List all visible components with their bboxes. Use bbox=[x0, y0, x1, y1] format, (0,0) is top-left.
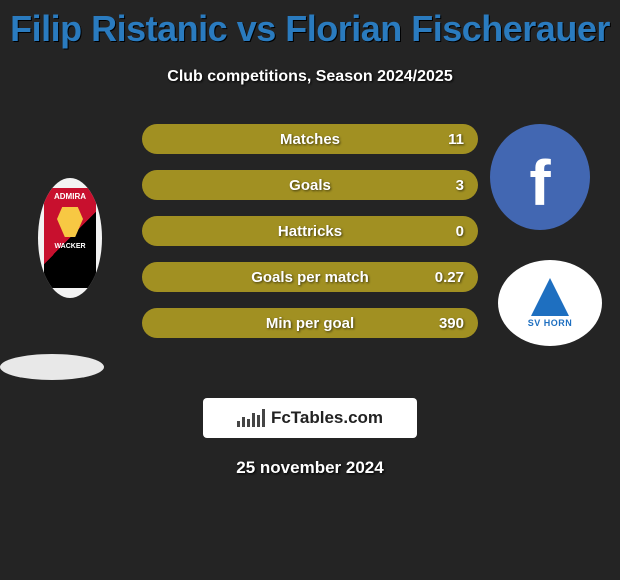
facebook-icon[interactable]: f bbox=[490, 124, 590, 230]
facebook-glyph: f bbox=[529, 146, 550, 220]
player-ellipse-left bbox=[0, 354, 104, 380]
club-badge-text-top: ADMIRA bbox=[54, 192, 86, 201]
chart-bars-icon bbox=[237, 409, 265, 427]
footer-brand-text: FcTables.com bbox=[271, 408, 383, 428]
stat-label: Goals per match bbox=[251, 269, 369, 286]
stat-value: 3 bbox=[456, 177, 464, 194]
club-badge-left: ADMIRA WACKER bbox=[38, 178, 102, 298]
stat-pill-matches: Matches 11 bbox=[142, 124, 478, 154]
subtitle: Club competitions, Season 2024/2025 bbox=[0, 68, 620, 86]
stat-label: Min per goal bbox=[266, 315, 354, 332]
stat-value: 390 bbox=[439, 315, 464, 332]
page-title: Filip Ristanic vs Florian Fischerauer bbox=[0, 0, 620, 50]
stat-value: 0.27 bbox=[435, 269, 464, 286]
stat-pill-hattricks: Hattricks 0 bbox=[142, 216, 478, 246]
date-text: 25 november 2024 bbox=[0, 458, 620, 478]
club-shape-icon bbox=[531, 278, 569, 316]
stat-value: 0 bbox=[456, 223, 464, 240]
club-badge-text-bottom: WACKER bbox=[54, 243, 85, 250]
club-badge-right: SV HORN bbox=[498, 260, 602, 346]
stat-pill-goals: Goals 3 bbox=[142, 170, 478, 200]
stat-pill-gpm: Goals per match 0.27 bbox=[142, 262, 478, 292]
stat-label: Goals bbox=[289, 177, 331, 194]
stat-label: Hattricks bbox=[278, 223, 342, 240]
stat-label: Matches bbox=[280, 131, 340, 148]
footer-brand-logo[interactable]: FcTables.com bbox=[203, 398, 417, 438]
lion-icon bbox=[57, 207, 83, 237]
club-badge-text: SV HORN bbox=[528, 318, 573, 328]
stat-pill-mpg: Min per goal 390 bbox=[142, 308, 478, 338]
stat-value: 11 bbox=[448, 131, 464, 148]
